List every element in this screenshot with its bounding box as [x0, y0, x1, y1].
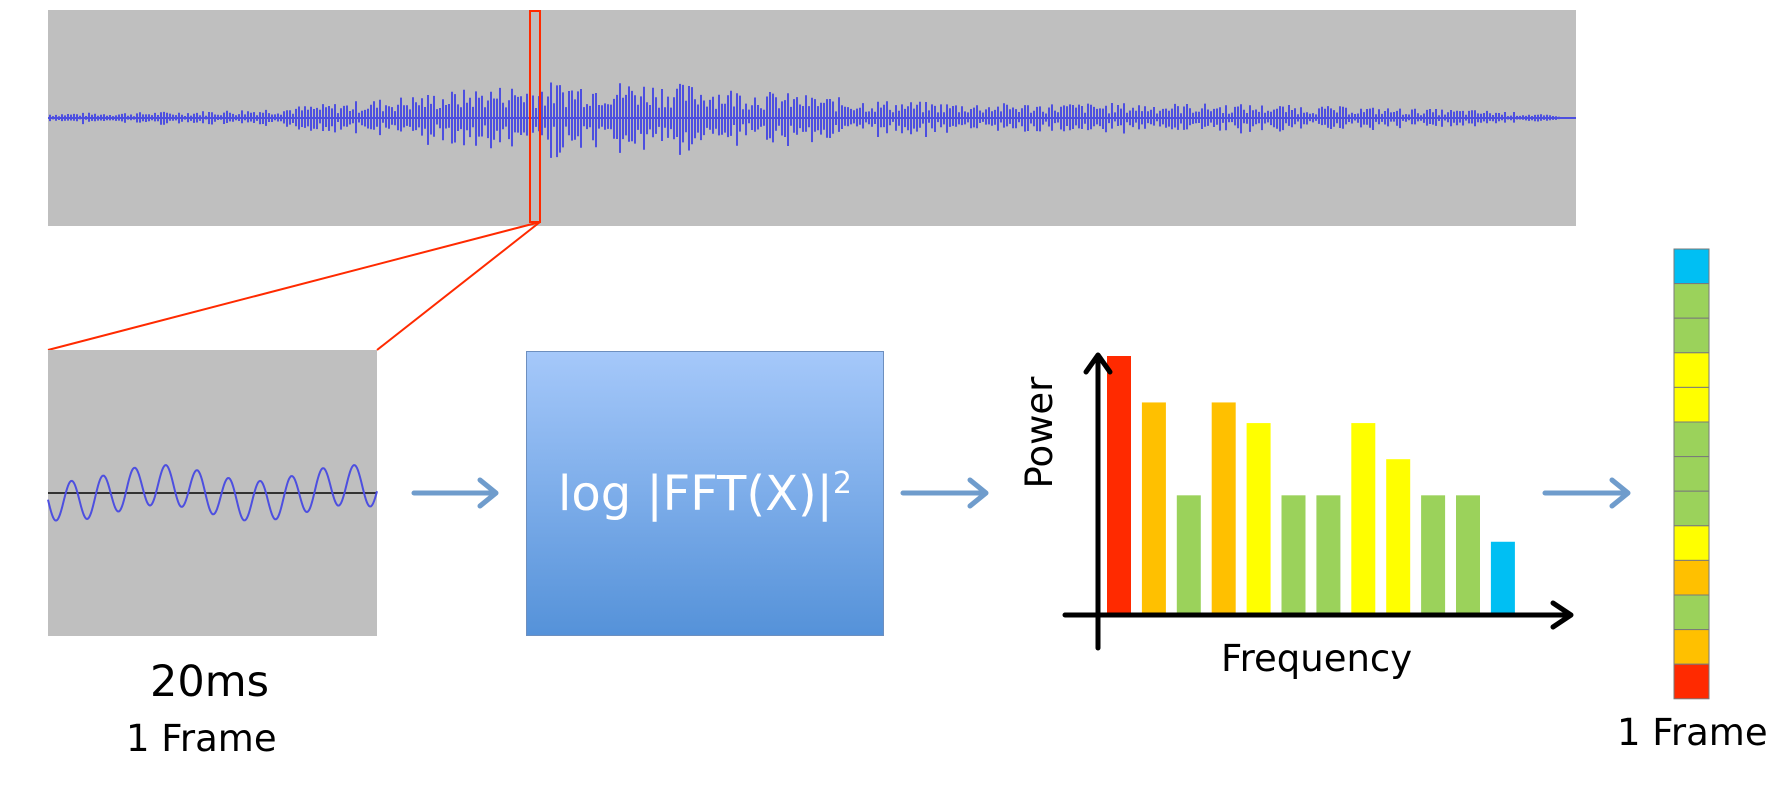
feature-vector-cell: [1673, 559, 1710, 596]
arrow-right-3: [1542, 477, 1631, 509]
feature-vector-cell: [1673, 248, 1710, 285]
feature-vector-cell: [1673, 317, 1710, 354]
spectrum-bar: [1386, 459, 1411, 614]
feature-vector-cell: [1673, 352, 1710, 388]
frequency-axis: [1062, 600, 1574, 630]
frame-selection-box: [529, 10, 541, 223]
zoom-line-right: [376, 221, 541, 351]
fft-formula-text: log |FFT(X)|: [558, 465, 833, 522]
spectrum-bar: [1176, 495, 1201, 614]
spectrum-bar: [1211, 402, 1236, 614]
feature-vector-cell: [1673, 594, 1710, 631]
spectrum-bar: [1107, 356, 1131, 614]
spectrum-bar: [1490, 541, 1515, 614]
feature-vector: [1673, 248, 1710, 700]
spectrum-bars: [1107, 356, 1515, 614]
feature-vector-cell: [1673, 456, 1710, 492]
spectrum-bar: [1141, 402, 1166, 614]
spectrum-bar: [1351, 423, 1376, 614]
feature-vector-cell: [1673, 663, 1710, 700]
spectrum-bar: [1246, 423, 1271, 614]
feature-vector-cell: [1673, 283, 1710, 319]
frame-label-left: 1 Frame: [126, 717, 277, 760]
frame-waveform: [47, 464, 378, 522]
feature-vector-cell: [1673, 629, 1710, 665]
spectrum-bar: [1421, 495, 1446, 614]
power-axis: [1083, 352, 1113, 651]
frame-label-right: 1 Frame: [1617, 711, 1768, 754]
arrow-right-1: [411, 477, 499, 509]
fft-box: log |FFT(X)|2: [526, 351, 884, 636]
spectrum-bar: [1316, 495, 1341, 614]
spectrum-bar: [1281, 495, 1306, 614]
feature-vector-cell: [1673, 490, 1710, 527]
fft-formula: log |FFT(X)|2: [558, 466, 852, 522]
arrow-right-2: [900, 477, 989, 509]
x-axis-label: Frequency: [1221, 637, 1413, 680]
feature-vector-cell: [1673, 421, 1710, 458]
feature-vector-cell: [1673, 525, 1710, 561]
frame-duration-label: 20ms: [150, 657, 270, 707]
zoom-line-left: [47, 221, 541, 351]
y-axis-label: Power: [1018, 376, 1061, 489]
feature-vector-cell: [1673, 386, 1710, 423]
spectrum-bar: [1456, 495, 1480, 614]
fft-formula-exponent: 2: [832, 465, 852, 501]
